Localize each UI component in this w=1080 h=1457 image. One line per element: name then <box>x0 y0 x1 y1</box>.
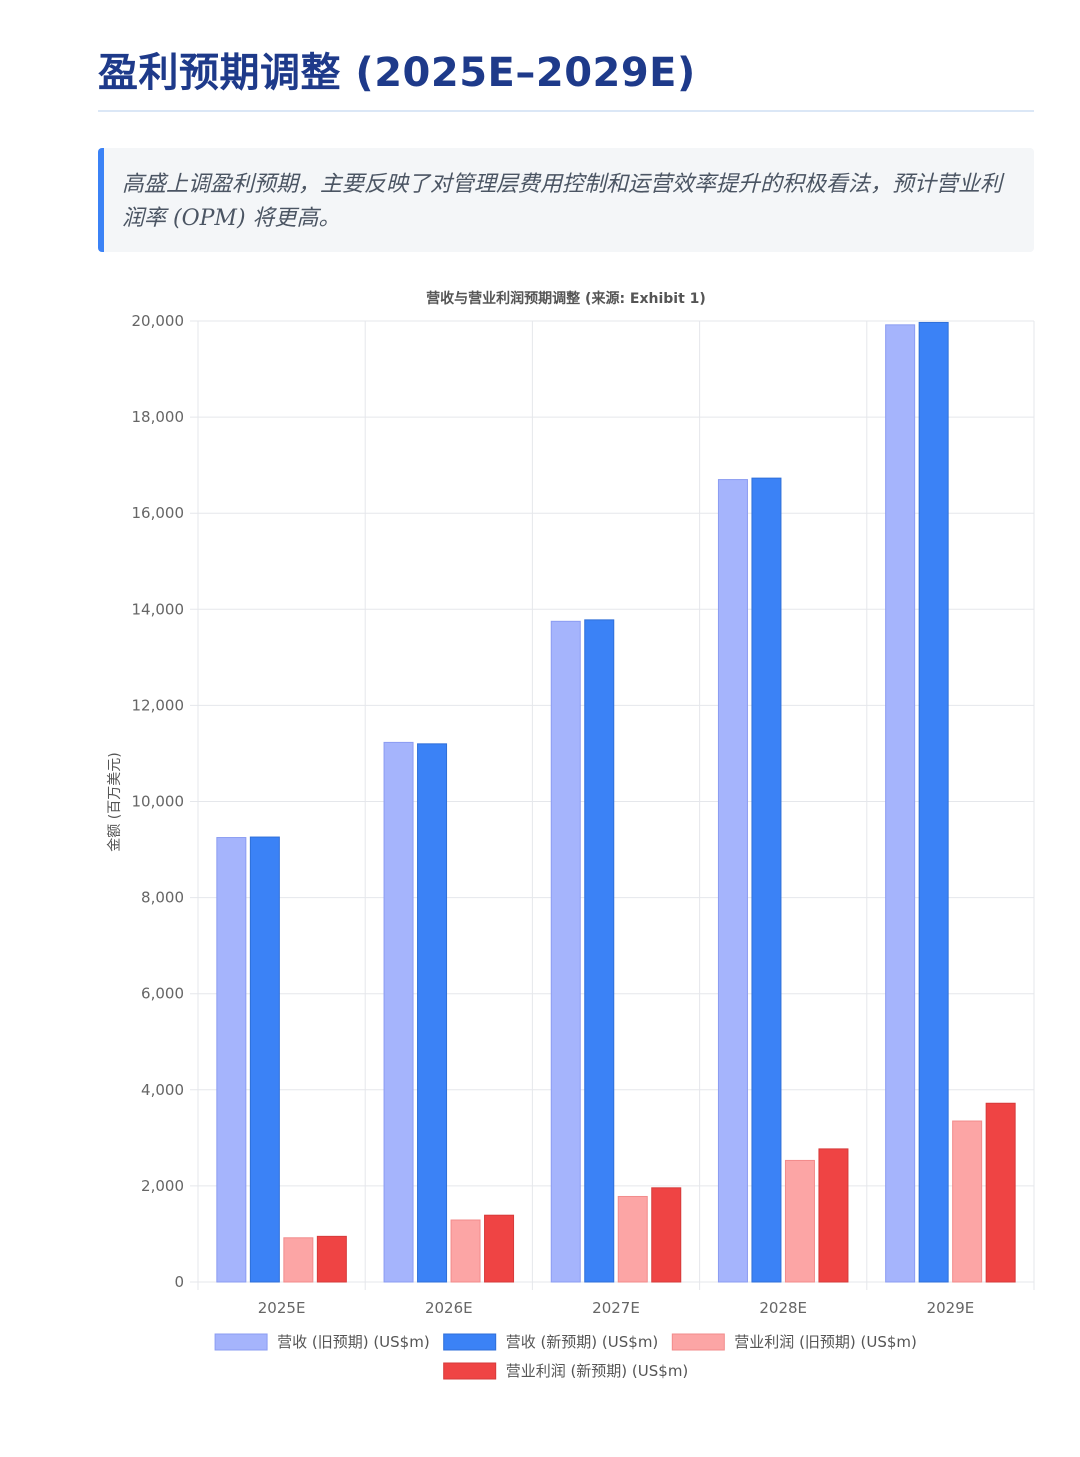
page-title: 盈利预期调整 (2025E–2029E) <box>98 50 696 96</box>
summary-callout: 高盛上调盈利预期，主要反映了对管理层费用控制和运营效率提升的积极看法，预计营业利… <box>98 148 1034 252</box>
bar <box>784 1159 815 1283</box>
title-divider <box>98 110 1034 112</box>
legend-label: 营收 (旧预期) (US$m) <box>277 1333 430 1351</box>
x-tick-label: 2027E <box>592 1299 640 1317</box>
summary-callout-text: 高盛上调盈利预期，主要反映了对管理层费用控制和运营效率提升的积极看法，预计营业利… <box>122 172 1003 231</box>
x-tick-label: 2026E <box>425 1299 473 1317</box>
legend-swatch <box>443 1362 497 1380</box>
bar <box>617 1195 648 1283</box>
x-axis-ticks: 2025E 2026E 2027E 2028E 2029E <box>258 1299 974 1317</box>
bar <box>484 1214 515 1283</box>
y-tick-label: 12,000 <box>132 696 185 714</box>
bar <box>751 477 782 1283</box>
bar-chart: 营收与营业利润预期调整 (来源: Exhibit 1) 0 2,000 4,000 6… <box>107 290 1035 1380</box>
bar <box>952 1120 983 1283</box>
y-tick-label: 0 <box>174 1273 184 1291</box>
chart-bars <box>216 321 1016 1283</box>
chart-legend: 营收 (旧预期) (US$m) 营收 (新预期) (US$m) 营业利润 (旧预期)… <box>214 1333 917 1380</box>
bar <box>316 1235 347 1283</box>
y-tick-label: 6,000 <box>141 985 184 1003</box>
x-tick-label: 2028E <box>759 1299 807 1317</box>
bar <box>918 321 949 1283</box>
legend-label: 营收 (新预期) (US$m) <box>506 1333 659 1351</box>
bar <box>717 479 748 1283</box>
bar <box>450 1219 481 1283</box>
chart-title: 营收与营业利润预期调整 (来源: Exhibit 1) <box>426 290 706 307</box>
legend-swatch <box>671 1333 725 1351</box>
y-tick-label: 20,000 <box>132 312 185 330</box>
y-tick-label: 10,000 <box>132 793 185 811</box>
y-tick-label: 2,000 <box>141 1177 184 1195</box>
legend-swatch <box>214 1333 268 1351</box>
y-axis-ticks: 0 2,000 4,000 6,000 8,000 10,000 12,000 14,000 1… <box>132 312 185 1291</box>
y-tick-label: 14,000 <box>132 600 185 618</box>
bar <box>885 324 916 1283</box>
bar <box>584 619 615 1283</box>
bar <box>818 1148 849 1283</box>
bar <box>283 1237 314 1283</box>
legend-swatch <box>443 1333 497 1351</box>
y-axis-label: 金额 (百万美元) <box>107 752 123 851</box>
bar <box>383 741 414 1283</box>
legend-label: 营业利润 (新预期) (US$m) <box>506 1362 689 1380</box>
x-tick-label: 2025E <box>258 1299 306 1317</box>
bar <box>216 837 247 1283</box>
y-tick-label: 4,000 <box>141 1081 184 1099</box>
y-tick-label: 8,000 <box>141 889 184 907</box>
bar <box>550 620 581 1283</box>
x-tick-label: 2029E <box>927 1299 975 1317</box>
bar <box>651 1187 682 1283</box>
bar <box>417 743 448 1283</box>
bar <box>985 1102 1016 1283</box>
y-tick-label: 16,000 <box>132 504 185 522</box>
y-tick-label: 18,000 <box>132 408 185 426</box>
bar <box>249 836 280 1283</box>
legend-label: 营业利润 (旧预期) (US$m) <box>734 1333 917 1351</box>
